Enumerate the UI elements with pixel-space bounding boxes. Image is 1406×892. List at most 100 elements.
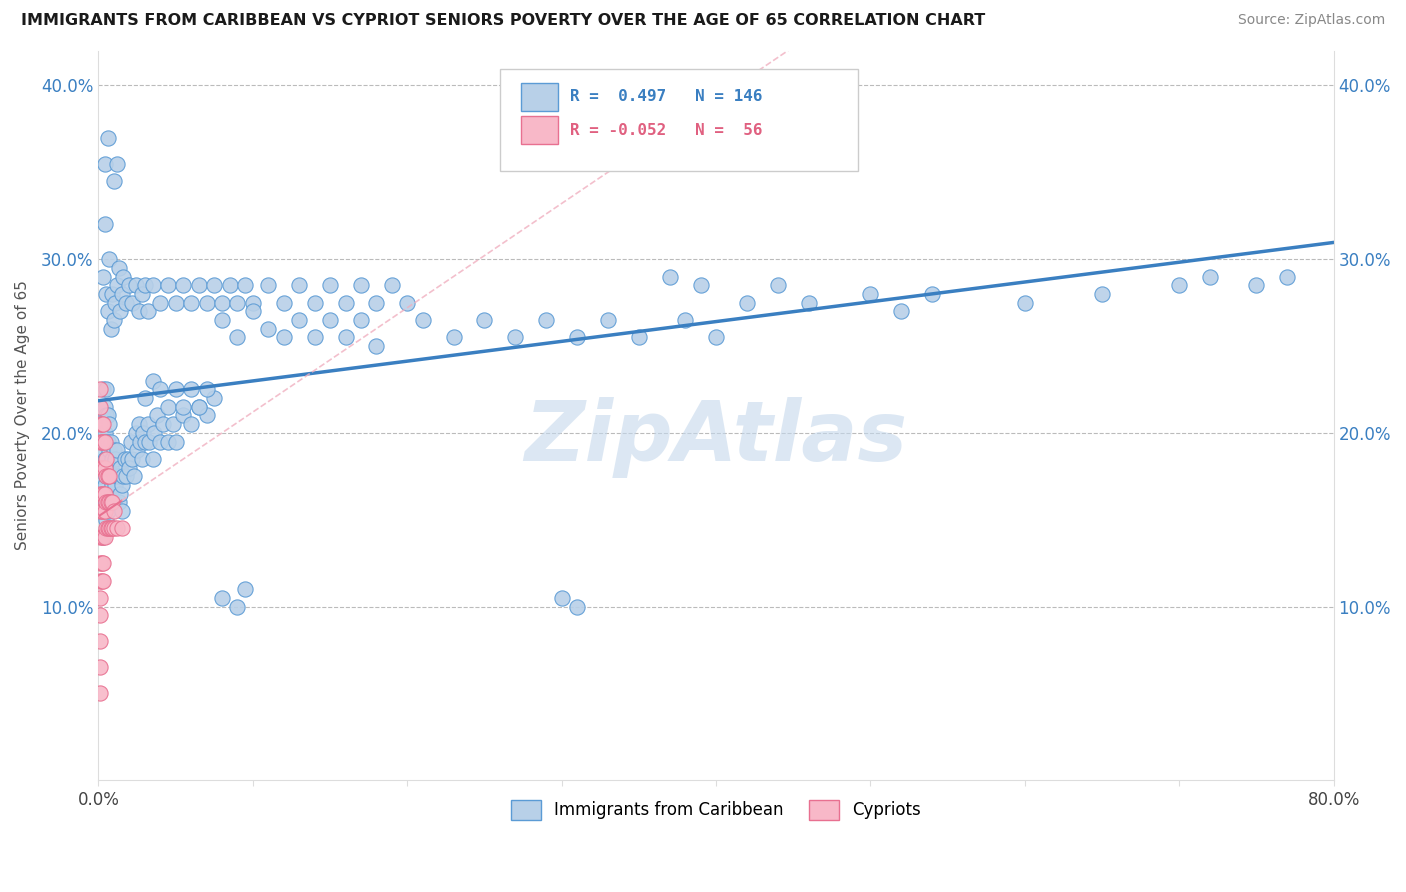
Point (89, 556, 111, 570)
Point (93, 218, 115, 232)
Point (1014, 295, 1036, 310)
Point (202, 278, 225, 293)
FancyBboxPatch shape (501, 69, 858, 171)
Point (96, 409, 118, 423)
Point (100, 434, 122, 449)
Point (121, 451, 143, 466)
Point (96, 495, 118, 509)
Point (319, 278, 342, 293)
Point (141, 374, 163, 388)
Point (90, 504, 112, 518)
Point (96, 469, 118, 483)
Text: R = -0.052   N =  56: R = -0.052 N = 56 (571, 123, 763, 137)
Point (90, 443, 112, 458)
Point (596, 313, 619, 327)
Point (107, 260, 129, 275)
Point (89, 504, 111, 518)
Point (91, 417, 114, 432)
Point (1246, 278, 1268, 293)
Point (89, 400, 111, 414)
Point (90, 486, 112, 500)
Point (89, 530, 111, 544)
Point (396, 295, 419, 310)
Point (350, 278, 373, 293)
Point (156, 434, 179, 449)
Point (257, 278, 280, 293)
Point (1277, 269, 1299, 284)
Point (704, 330, 727, 344)
Point (91, 383, 114, 397)
Point (97, 486, 120, 500)
Point (90, 530, 112, 544)
Point (103, 521, 125, 535)
Point (103, 495, 125, 509)
Point (115, 469, 138, 483)
Point (890, 304, 912, 318)
Point (146, 409, 169, 423)
Point (101, 478, 124, 492)
Point (136, 417, 159, 432)
Point (97, 504, 120, 518)
Point (89, 574, 111, 588)
Point (97, 521, 120, 535)
Point (96, 451, 118, 466)
Point (141, 451, 163, 466)
Point (91, 460, 114, 475)
Point (108, 304, 131, 318)
Point (98, 443, 121, 458)
Point (97, 495, 120, 509)
Point (93, 478, 115, 492)
Point (97, 130, 120, 145)
Point (335, 330, 357, 344)
Point (443, 330, 465, 344)
Point (149, 383, 172, 397)
Point (233, 278, 256, 293)
Point (101, 495, 124, 509)
Text: R =  0.497   N = 146: R = 0.497 N = 146 (571, 89, 763, 104)
Point (90, 417, 112, 432)
Point (304, 330, 326, 344)
Point (89, 383, 111, 397)
Point (96, 434, 118, 449)
Point (143, 425, 166, 440)
Point (97, 469, 120, 483)
Point (100, 486, 122, 500)
Point (1168, 278, 1191, 293)
Point (565, 599, 588, 614)
Point (93, 460, 115, 475)
Point (138, 434, 160, 449)
Point (91, 574, 114, 588)
Point (98, 469, 121, 483)
Point (101, 521, 124, 535)
Point (96, 286, 118, 301)
Point (122, 469, 145, 483)
Point (103, 174, 125, 188)
Text: ZipAtlas: ZipAtlas (524, 397, 908, 478)
Point (91, 425, 114, 440)
Point (98, 469, 121, 483)
Point (131, 451, 153, 466)
Point (288, 278, 311, 293)
Point (98, 495, 121, 509)
Point (98, 495, 121, 509)
Point (91, 486, 114, 500)
Point (156, 400, 179, 414)
Point (226, 295, 249, 310)
Point (97, 434, 120, 449)
Point (89, 634, 111, 648)
Point (565, 330, 588, 344)
Point (108, 486, 131, 500)
Point (304, 295, 326, 310)
Point (128, 417, 150, 432)
Point (89, 460, 111, 475)
Point (114, 451, 136, 466)
Point (91, 530, 114, 544)
Point (735, 295, 758, 310)
Point (98, 252, 121, 267)
Point (149, 434, 172, 449)
Point (101, 286, 124, 301)
Point (89, 591, 111, 605)
Point (187, 400, 209, 414)
Point (91, 556, 114, 570)
Point (412, 313, 434, 327)
